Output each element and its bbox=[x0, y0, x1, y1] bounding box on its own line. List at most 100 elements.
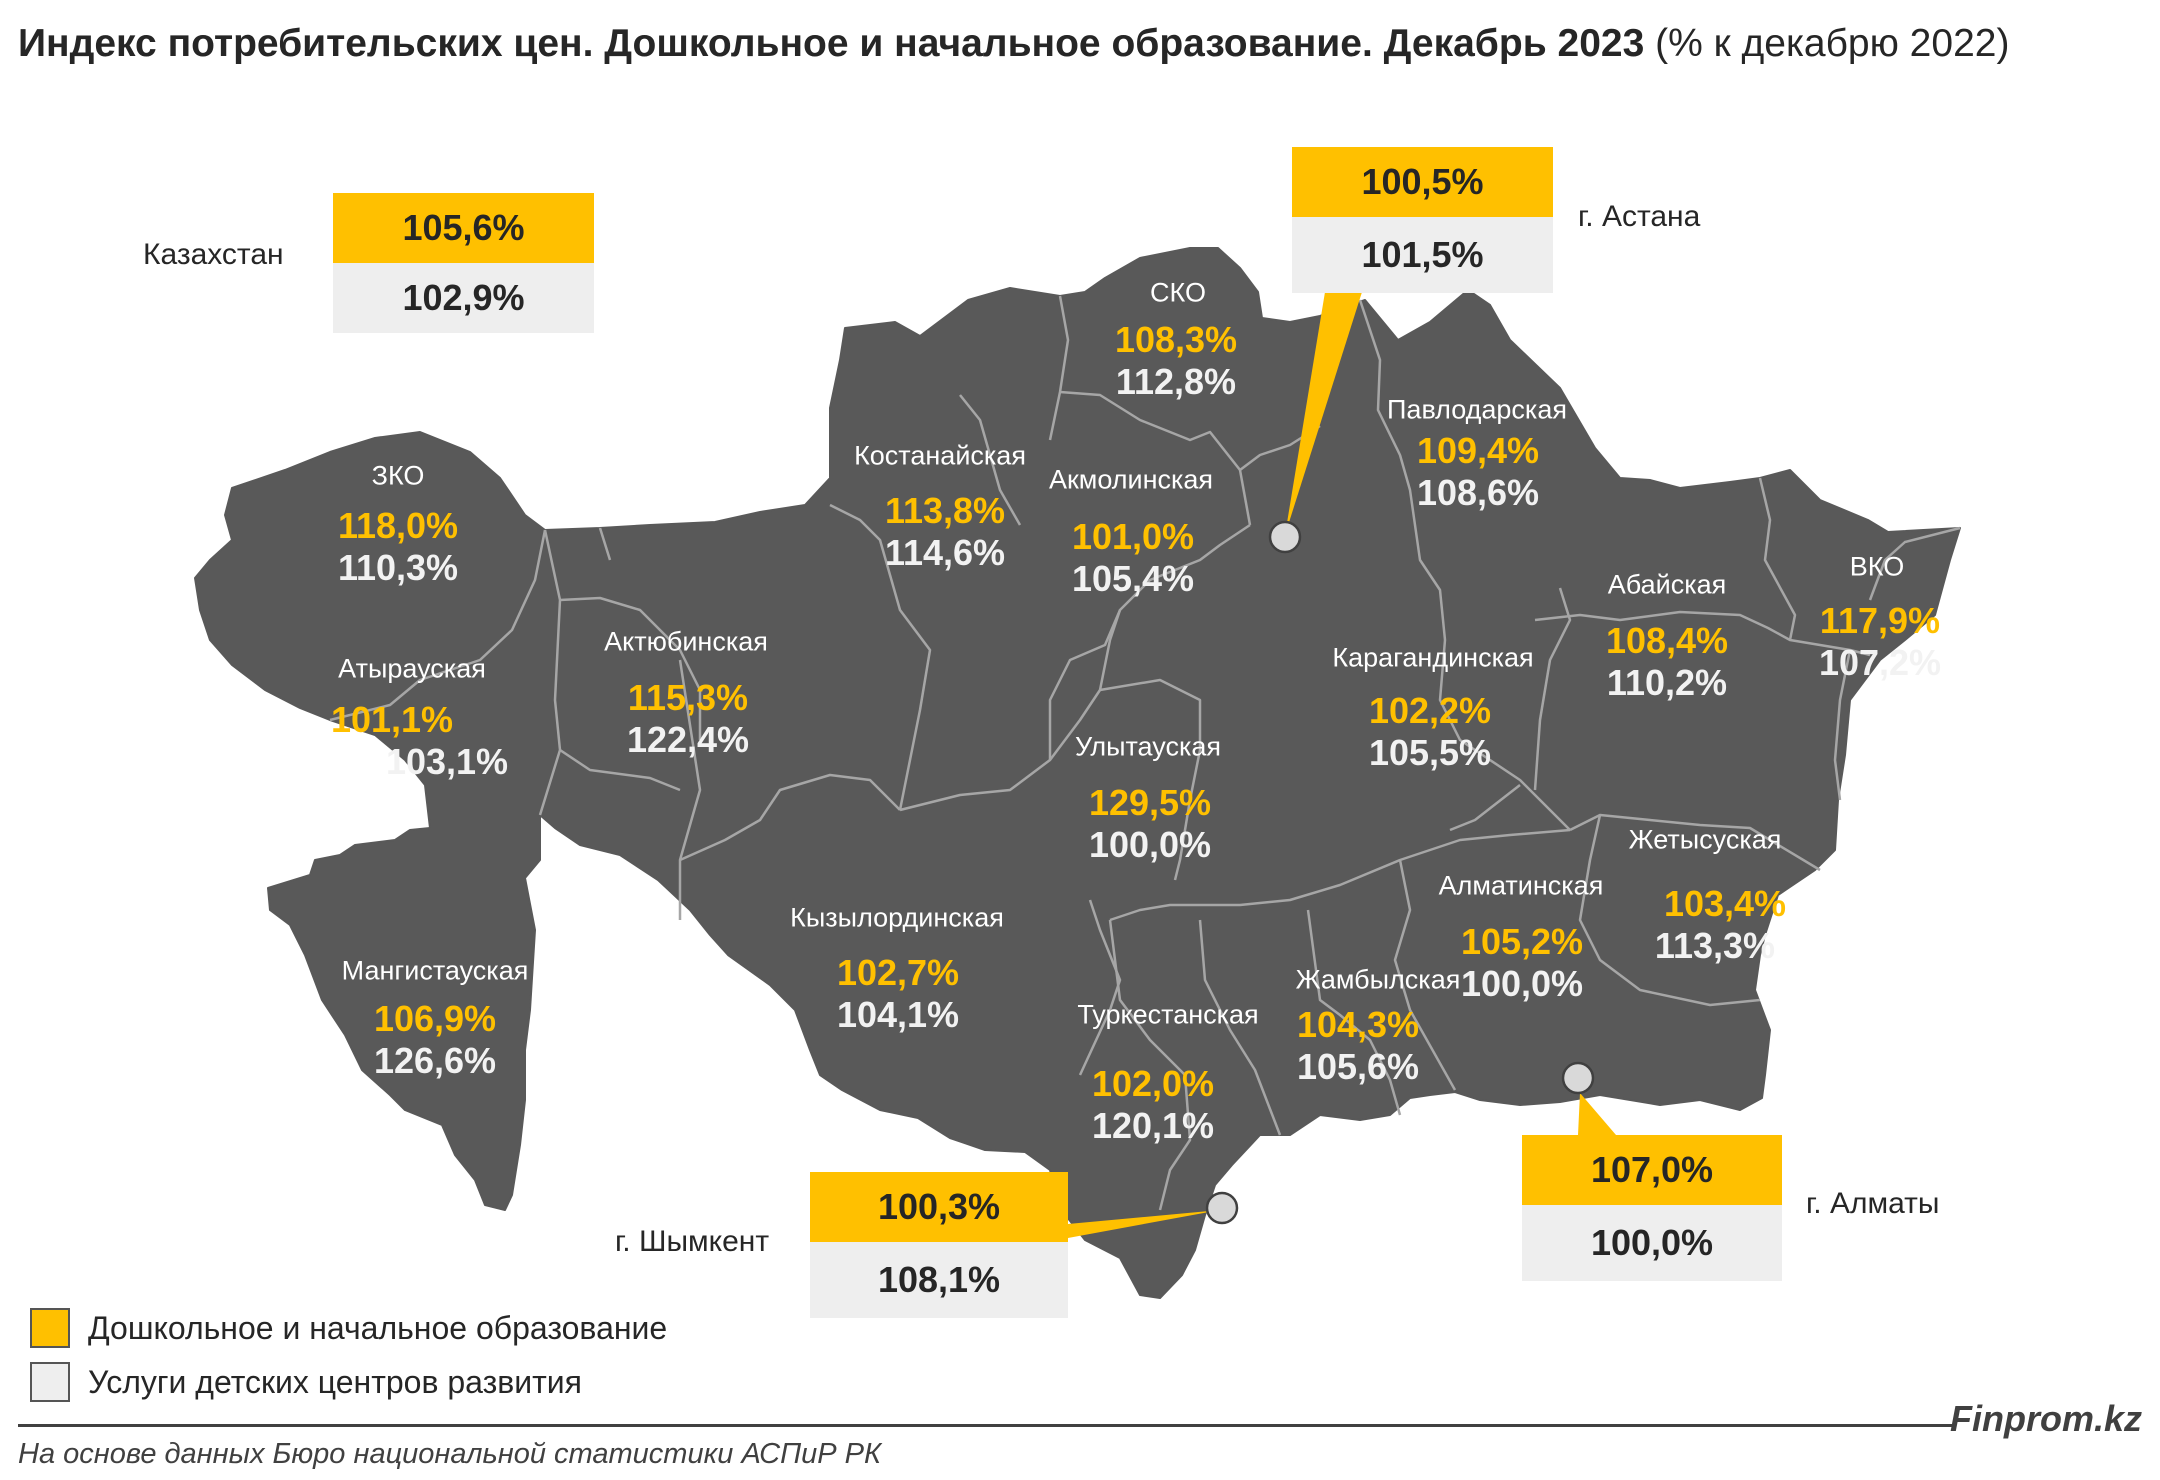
almaty-education-box: 107,0% bbox=[1522, 1135, 1782, 1205]
shymkent-pointer bbox=[1068, 1210, 1220, 1238]
legend-education-label: Дошкольное и начальное образование bbox=[88, 1309, 668, 1346]
region-label-karaganda: Карагандинская bbox=[1332, 642, 1534, 673]
region-development-kyzylorda: 104,1% bbox=[836, 994, 960, 1035]
page-title: Индекс потребительских цен. Дошкольное и… bbox=[18, 22, 2009, 66]
region-values-pavlodar: 109,4% 108,6% bbox=[1417, 430, 1539, 514]
brand-logo: Finprom.kz bbox=[1949, 1398, 2142, 1439]
legend-education: Дошкольное и начальное образование bbox=[30, 1308, 667, 1348]
region-education-akmola: 101,0% bbox=[1071, 516, 1195, 557]
region-borders bbox=[329, 295, 1961, 1211]
astana-education-box: 100,5% bbox=[1292, 147, 1553, 217]
region-values-almaty-region: 105,2% 100,0% bbox=[1461, 921, 1583, 1005]
region-values-ulytau: 129,5% 100,0% bbox=[1089, 782, 1211, 866]
region-label-vko: ВКО bbox=[1849, 551, 1905, 582]
region-label-mangystau: Мангистауская bbox=[341, 955, 529, 986]
region-development-zko: 110,3% bbox=[337, 547, 459, 588]
legend-development-label: Услуги детских центров развития bbox=[88, 1363, 582, 1400]
region-education-pavlodar: 109,4% bbox=[1416, 430, 1540, 471]
region-education-turkestan: 102,0% bbox=[1091, 1063, 1215, 1104]
region-education-aktobe: 115,3% bbox=[627, 677, 749, 718]
region-development-zhetysu: 113,3% bbox=[1654, 925, 1776, 966]
astana-label: г. Астана bbox=[1578, 200, 1701, 233]
region-development-turkestan: 120,1% bbox=[1091, 1105, 1215, 1146]
region-education-abai: 108,4% bbox=[1605, 620, 1729, 661]
region-label-sko: СКО bbox=[1150, 277, 1206, 308]
region-education-sko: 108,3% bbox=[1114, 319, 1238, 360]
region-label-kyzylorda: Кызылординская bbox=[790, 902, 1004, 933]
region-values-sko: 108,3% 112,8% bbox=[1115, 319, 1237, 403]
region-values-zko: 118,0% 110,3% bbox=[338, 505, 458, 589]
region-development-karaganda: 105,5% bbox=[1368, 732, 1492, 773]
region-values-vko: 117,9% 107,2% bbox=[1819, 600, 1941, 684]
region-development-pavlodar: 108,6% bbox=[1416, 472, 1540, 513]
region-label-akmola: Акмолинская bbox=[1048, 464, 1214, 495]
region-label-turkestan: Туркестанская bbox=[1077, 999, 1259, 1030]
region-education-zhetysu: 103,4% bbox=[1663, 883, 1787, 924]
legend-swatch-development bbox=[30, 1362, 70, 1402]
kazakhstan-education-box: 105,6% bbox=[333, 193, 594, 263]
footer-divider bbox=[18, 1424, 1953, 1427]
region-label-almaty-region: Алматинская bbox=[1438, 870, 1604, 901]
region-label-aktobe: Актюбинская bbox=[604, 626, 768, 657]
title-main: Индекс потребительских цен. Дошкольное и… bbox=[18, 22, 1645, 65]
legend-swatch-education bbox=[30, 1308, 70, 1348]
almaty-marker bbox=[1561, 1061, 1595, 1095]
region-values-zhambyl: 104,3% 105,6% bbox=[1297, 1004, 1419, 1088]
astana-marker bbox=[1268, 520, 1302, 554]
almaty-label: г. Алматы bbox=[1806, 1187, 1940, 1220]
region-values-karaganda: 102,2% 105,5% bbox=[1369, 690, 1491, 774]
region-label-pavlodar: Павлодарская bbox=[1387, 394, 1567, 425]
astana-pointer bbox=[1285, 292, 1362, 535]
shymkent-marker bbox=[1205, 1191, 1239, 1225]
region-development-ulytau: 100,0% bbox=[1088, 824, 1212, 865]
shymkent-development-box: 108,1% bbox=[810, 1242, 1068, 1318]
region-label-zhambyl: Жамбылская bbox=[1295, 964, 1461, 995]
region-education-mangystau: 106,9% bbox=[373, 998, 497, 1039]
region-education-almaty-region: 105,2% bbox=[1460, 921, 1584, 962]
region-label-kostanay: Костанайская bbox=[854, 440, 1026, 471]
region-education-kyzylorda: 102,7% bbox=[836, 952, 960, 993]
region-education-zhambyl: 104,3% bbox=[1296, 1004, 1420, 1045]
region-education-zko: 118,0% bbox=[337, 505, 459, 546]
kazakhstan-development-box: 102,9% bbox=[333, 263, 594, 333]
region-development-mangystau: 126,6% bbox=[373, 1040, 497, 1081]
region-education-atyrau: 101,1% bbox=[330, 699, 454, 740]
region-education-kostanay: 113,8% bbox=[884, 490, 1006, 531]
almaty-development-box: 100,0% bbox=[1522, 1205, 1782, 1281]
region-values-akmola: 101,0% 105,4% bbox=[1072, 516, 1194, 600]
country-outline bbox=[194, 247, 1961, 1299]
region-label-zko: ЗКО bbox=[371, 460, 425, 491]
region-label-atyrau: Атырауская bbox=[338, 653, 486, 684]
astana-development-box: 101,5% bbox=[1292, 217, 1553, 293]
title-unit: (% к декабрю 2022) bbox=[1644, 22, 2010, 65]
region-development-kostanay: 114,6% bbox=[884, 532, 1006, 573]
region-development-sko: 112,8% bbox=[1115, 361, 1237, 402]
region-development-almaty-region: 100,0% bbox=[1460, 963, 1584, 1004]
region-development-abai: 110,2% bbox=[1606, 662, 1728, 703]
region-values-atyrau: 101,1% 103,1% bbox=[316, 699, 508, 783]
region-label-ulytau: Улытауская bbox=[1074, 731, 1222, 762]
region-education-ulytau: 129,5% bbox=[1088, 782, 1212, 823]
legend-development: Услуги детских центров развития bbox=[30, 1362, 582, 1402]
shymkent-education-box: 100,3% bbox=[810, 1172, 1068, 1242]
region-development-vko: 107,2% bbox=[1818, 642, 1942, 683]
region-label-zhetysu: Жетысуская bbox=[1628, 824, 1782, 855]
region-education-karaganda: 102,2% bbox=[1368, 690, 1492, 731]
region-values-turkestan: 102,0% 120,1% bbox=[1092, 1063, 1214, 1147]
shymkent-label: г. Шымкент bbox=[615, 1225, 770, 1258]
kazakhstan-label: Казахстан bbox=[143, 238, 284, 271]
region-values-abai: 108,4% 110,2% bbox=[1606, 620, 1728, 704]
region-education-vko: 117,9% bbox=[1819, 600, 1941, 641]
region-values-kostanay: 113,8% 114,6% bbox=[885, 490, 1005, 574]
region-development-akmola: 105,4% bbox=[1071, 558, 1195, 599]
source-note: На основе данных Бюро национальной стати… bbox=[18, 1438, 882, 1470]
region-values-zhetysu: 103,4% 113,3% bbox=[1655, 883, 1787, 967]
region-values-aktobe: 115,3% 122,4% bbox=[627, 677, 749, 761]
region-values-mangystau: 106,9% 126,6% bbox=[374, 998, 496, 1082]
region-label-abai: Абайская bbox=[1607, 569, 1727, 600]
almaty-pointer bbox=[1578, 1093, 1616, 1135]
region-development-aktobe: 122,4% bbox=[626, 719, 750, 760]
region-development-atyrau: 103,1% bbox=[385, 741, 509, 782]
region-development-zhambyl: 105,6% bbox=[1296, 1046, 1420, 1087]
